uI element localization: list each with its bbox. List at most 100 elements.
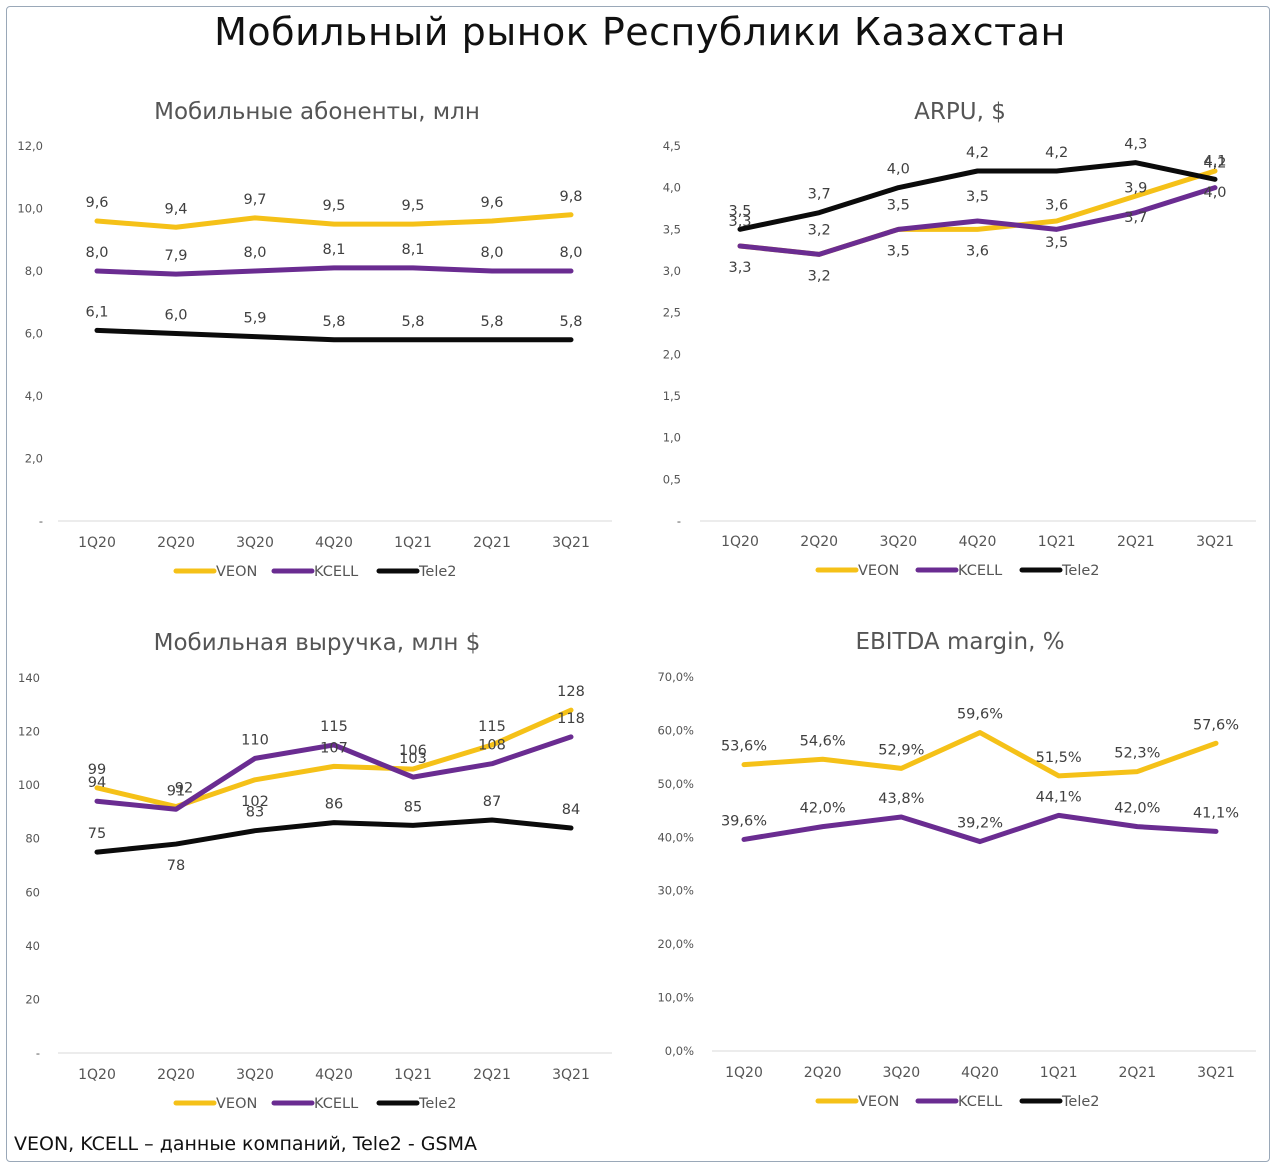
x-tick-label: 1Q20 — [725, 1065, 763, 1081]
y-tick-label: - — [39, 514, 43, 528]
data-label: 107 — [320, 740, 348, 756]
legend-label-tele2: Tele2 — [418, 564, 457, 580]
y-tick-label: 12,0 — [17, 139, 43, 153]
y-tick-label: 4,0 — [25, 389, 43, 403]
data-label: 39,6% — [721, 813, 767, 829]
y-tick-label: 1,0 — [663, 431, 681, 445]
x-tick-label: 4Q20 — [961, 1065, 999, 1081]
legend-label-kcell: KCELL — [958, 1094, 1002, 1110]
data-label: 75 — [88, 826, 106, 842]
y-tick-label: 0,0% — [665, 1044, 694, 1058]
data-label: 9,7 — [243, 192, 266, 208]
y-tick-label: 4,5 — [663, 139, 681, 153]
data-label: 99 — [88, 762, 106, 778]
data-label: 42,0% — [800, 801, 846, 817]
y-tick-label: 140 — [18, 671, 40, 685]
x-tick-label: 2Q21 — [473, 1067, 511, 1083]
x-tick-label: 3Q20 — [882, 1065, 920, 1081]
x-tick-label: 1Q21 — [394, 1067, 432, 1083]
y-tick-label: 60,0% — [657, 723, 694, 737]
data-label: 51,5% — [1036, 750, 1082, 766]
data-label: 8,0 — [85, 245, 108, 261]
data-label: 59,6% — [957, 707, 1003, 723]
y-tick-label: 50,0% — [657, 777, 694, 791]
data-label: 83 — [246, 805, 264, 821]
data-label: 106 — [399, 743, 427, 759]
data-label: 92 — [175, 781, 193, 797]
data-label: 44,1% — [1036, 789, 1082, 805]
data-label: 3,5 — [887, 243, 910, 259]
data-label: 8,0 — [243, 245, 266, 261]
legend-label-kcell: KCELL — [958, 563, 1002, 579]
data-label: 5,9 — [243, 311, 266, 327]
y-tick-label: 4,0 — [663, 181, 681, 195]
chart-3-group: EBITDA margin, % 0,0% 10,0% 20,0% 30,0% 40,0%… — [657, 629, 1256, 1110]
y-tick-label: 2,0 — [25, 452, 43, 466]
data-label: 3,9 — [1124, 181, 1147, 197]
legend-label-veon: VEON — [216, 564, 257, 580]
legend-label-kcell: KCELL — [314, 1096, 358, 1112]
data-label: 54,6% — [800, 733, 846, 749]
data-label: 43,8% — [878, 791, 924, 807]
x-tick-label: 3Q21 — [1196, 534, 1234, 550]
data-label: 108 — [478, 738, 506, 754]
data-label: 84 — [562, 802, 580, 818]
data-label: 57,6% — [1193, 717, 1239, 733]
data-label: 5,8 — [322, 314, 345, 330]
series-line-veon — [741, 730, 1219, 779]
data-label: 78 — [167, 858, 185, 874]
series-line-kcell — [94, 265, 574, 277]
data-label: 8,0 — [480, 245, 503, 261]
y-tick-label: 40 — [25, 939, 40, 953]
data-label: 5,8 — [480, 314, 503, 330]
series-line-kcell — [741, 812, 1219, 845]
data-label: 102 — [241, 794, 269, 810]
data-label: 53,6% — [721, 739, 767, 755]
data-label: 5,8 — [401, 314, 424, 330]
data-label: 4,0 — [1203, 185, 1226, 201]
data-label: 118 — [557, 711, 585, 727]
legend-label-tele2: Tele2 — [1061, 1094, 1100, 1110]
page-title: Мобильный рынок Республики Казахстан — [214, 10, 1066, 54]
y-tick-label: 20 — [25, 992, 40, 1006]
x-tick-label: 1Q21 — [394, 535, 432, 551]
legend-label-veon: VEON — [216, 1096, 257, 1112]
data-label: 9,4 — [164, 201, 187, 217]
y-tick-label: 2,0 — [663, 347, 681, 361]
x-tick-label: 1Q20 — [78, 1067, 116, 1083]
x-tick-label: 4Q20 — [959, 534, 997, 550]
data-label: 9,6 — [480, 195, 503, 211]
data-label: 3,3 — [728, 214, 751, 230]
data-label: 87 — [483, 794, 501, 810]
y-tick-label: 10,0% — [657, 991, 694, 1005]
x-tick-label: 2Q20 — [157, 1067, 195, 1083]
x-tick-label: 2Q21 — [473, 535, 511, 551]
y-tick-label: 20,0% — [657, 937, 694, 951]
legend-label-veon: VEON — [858, 1094, 899, 1110]
data-label: 85 — [404, 799, 422, 815]
x-tick-label: 2Q20 — [800, 534, 838, 550]
x-tick-label: 1Q20 — [721, 534, 759, 550]
x-tick-label: 2Q21 — [1118, 1065, 1156, 1081]
data-label: 3,3 — [728, 260, 751, 276]
legend-label-tele2: Tele2 — [1061, 563, 1100, 579]
data-label: 6,0 — [164, 308, 187, 324]
chart-subscribers: Мобильные абоненты, млн - 2,0 4,0 6,0 8,0 10,0… — [0, 0, 640, 600]
y-tick-label: 1,5 — [663, 389, 681, 403]
data-label: 3,7 — [808, 187, 831, 203]
data-label: 3,6 — [966, 243, 989, 259]
data-label: 8,1 — [322, 242, 345, 258]
legend-label-veon: VEON — [858, 563, 899, 579]
series-line-kcell — [94, 734, 574, 812]
chart-revenue-svg: Мобильная выручка, млн $ - 20 40 60 80 100 120 1… — [18, 630, 612, 1112]
y-tick-label: - — [677, 514, 681, 528]
data-label: 4,2 — [1045, 145, 1068, 161]
series-line-tele2 — [94, 327, 574, 343]
data-label: 41,1% — [1193, 805, 1239, 821]
source-note: VEON, KCELL – данные компаний, Tele2 - G… — [14, 1133, 477, 1155]
data-label: 3,5 — [966, 189, 989, 205]
chart-0-group: Мобильные абоненты, млн - 2,0 4,0 6,0 8,0 10,0… — [17, 99, 612, 580]
data-label: 4,0 — [887, 162, 910, 178]
x-tick-label: 2Q20 — [157, 535, 195, 551]
